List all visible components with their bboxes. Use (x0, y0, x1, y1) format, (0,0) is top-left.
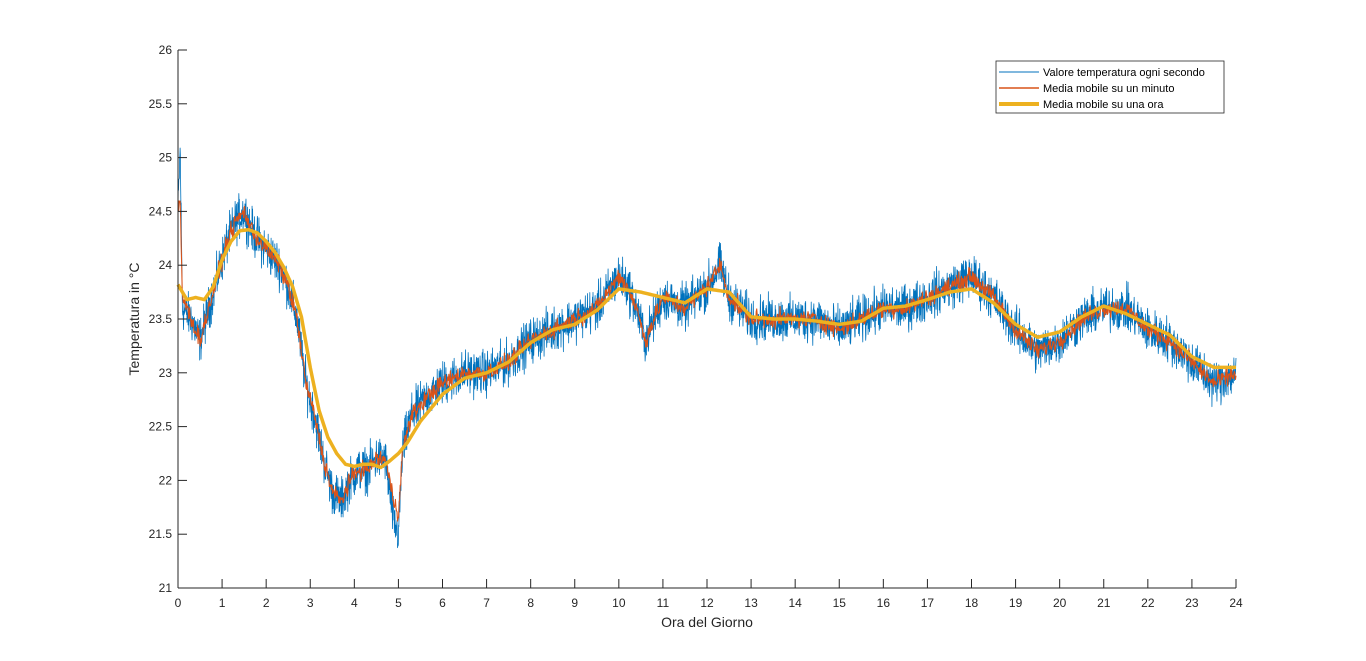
y-tick-label: 22 (159, 473, 173, 487)
x-tick-label: 17 (921, 596, 935, 610)
x-tick-label: 1 (219, 596, 226, 610)
legend-entry-minute: Media mobile su un minuto (1043, 83, 1174, 95)
x-tick-label: 23 (1185, 596, 1199, 610)
x-tick-label: 10 (612, 596, 626, 610)
x-tick-label: 7 (483, 596, 490, 610)
x-tick-label: 24 (1229, 596, 1243, 610)
y-tick-label: 25 (159, 151, 173, 165)
x-tick-label: 22 (1141, 596, 1155, 610)
y-axis-label: Temperatura in °C (126, 263, 142, 376)
x-tick-label: 11 (657, 596, 670, 610)
x-axis-label: Ora del Giorno (661, 614, 753, 630)
x-tick-label: 8 (527, 596, 534, 610)
x-tick-label: 16 (877, 596, 891, 610)
y-tick-label: 22.5 (149, 420, 173, 434)
x-tick-label: 12 (700, 596, 714, 610)
x-tick-label: 15 (833, 596, 847, 610)
y-tick-label: 21.5 (149, 527, 173, 541)
y-tick-label: 26 (159, 43, 173, 57)
y-tick-label: 24 (159, 258, 173, 272)
y-tick-label: 24.5 (149, 204, 173, 218)
plot-area (178, 50, 1236, 588)
x-tick-label: 20 (1053, 596, 1067, 610)
legend-entry-hour: Media mobile su una ora (1043, 99, 1164, 111)
x-tick-label: 13 (744, 596, 758, 610)
y-tick-label: 25.5 (149, 97, 173, 111)
series-layer (176, 147, 1237, 549)
ticks-layer: 0 1 2 3 4 5 6 7 8 9 10 11 12 13 14 15 16 17 18 19 20 21 22 23 24… (149, 43, 1243, 610)
x-tick-label: 2 (263, 596, 270, 610)
x-tick-label: 18 (965, 596, 979, 610)
x-tick-label: 9 (571, 596, 578, 610)
series-line-1 (177, 200, 1237, 522)
x-tick-label: 5 (395, 596, 402, 610)
y-tick-label: 23 (159, 366, 173, 380)
x-tick-label: 6 (439, 596, 446, 610)
x-tick-label: 0 (175, 596, 182, 610)
x-tick-label: 4 (351, 596, 358, 610)
series-line-2 (176, 227, 1236, 470)
y-tick-label: 23.5 (149, 312, 173, 326)
y-tick-label: 21 (159, 581, 173, 595)
legend-entry-raw: Valore temperatura ogni secondo (1043, 67, 1205, 79)
x-tick-label: 19 (1009, 596, 1023, 610)
x-tick-label: 14 (788, 596, 802, 610)
x-tick-label: 3 (307, 596, 314, 610)
x-tick-label: 21 (1097, 596, 1111, 610)
legend: Valore temperatura ogni secondo Media mo… (995, 60, 1225, 114)
